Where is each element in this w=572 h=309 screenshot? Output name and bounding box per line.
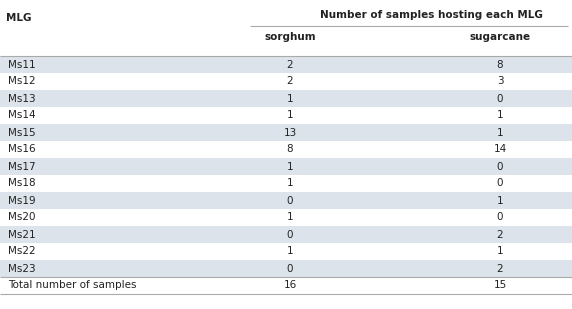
Text: 8: 8 (287, 145, 293, 154)
Text: 13: 13 (283, 128, 297, 138)
Text: 1: 1 (287, 179, 293, 188)
Text: 2: 2 (496, 230, 503, 239)
Text: 1: 1 (287, 111, 293, 121)
Text: 1: 1 (287, 213, 293, 222)
Text: Ms18: Ms18 (8, 179, 35, 188)
Text: Ms11: Ms11 (8, 60, 35, 70)
Text: 0: 0 (496, 213, 503, 222)
Text: 0: 0 (287, 196, 293, 205)
Bar (0, 124, 572, 141)
Text: 8: 8 (496, 60, 503, 70)
Text: Ms12: Ms12 (8, 77, 35, 87)
Text: 2: 2 (287, 77, 293, 87)
Text: Ms17: Ms17 (8, 162, 35, 171)
Bar (0, 209, 572, 226)
Text: 1: 1 (496, 247, 503, 256)
Text: Ms20: Ms20 (8, 213, 35, 222)
Text: Ms16: Ms16 (8, 145, 35, 154)
Text: Ms15: Ms15 (8, 128, 35, 138)
Text: Ms23: Ms23 (8, 264, 35, 273)
Text: Number of samples hosting each MLG: Number of samples hosting each MLG (320, 10, 542, 20)
Text: 0: 0 (496, 162, 503, 171)
Text: 0: 0 (496, 94, 503, 104)
Bar (0, 243, 572, 260)
Text: 16: 16 (283, 281, 297, 290)
Text: 0: 0 (496, 179, 503, 188)
Text: 1: 1 (496, 196, 503, 205)
Text: 2: 2 (287, 60, 293, 70)
Text: 14: 14 (494, 145, 507, 154)
Bar (0, 158, 572, 175)
Text: 15: 15 (494, 281, 507, 290)
Text: 3: 3 (496, 77, 503, 87)
Text: 1: 1 (287, 247, 293, 256)
Text: Ms19: Ms19 (8, 196, 35, 205)
Bar (0, 192, 572, 209)
Text: sorghum: sorghum (264, 32, 316, 42)
Text: 1: 1 (287, 162, 293, 171)
Bar (0, 56, 572, 73)
Text: MLG: MLG (6, 13, 31, 23)
Text: Ms21: Ms21 (8, 230, 35, 239)
Bar (0, 226, 572, 243)
Text: 1: 1 (496, 111, 503, 121)
Text: Total number of samples: Total number of samples (8, 281, 137, 290)
Bar (0, 73, 572, 90)
Text: sugarcane: sugarcane (470, 32, 531, 42)
Text: Ms13: Ms13 (8, 94, 35, 104)
Text: 0: 0 (287, 230, 293, 239)
Bar (0, 90, 572, 107)
Bar (0, 141, 572, 158)
Text: Ms14: Ms14 (8, 111, 35, 121)
Text: Ms22: Ms22 (8, 247, 35, 256)
Bar (0, 175, 572, 192)
Text: 1: 1 (287, 94, 293, 104)
Bar (0, 107, 572, 124)
Bar (0, 260, 572, 277)
Text: 2: 2 (496, 264, 503, 273)
Text: 1: 1 (496, 128, 503, 138)
Text: 0: 0 (287, 264, 293, 273)
